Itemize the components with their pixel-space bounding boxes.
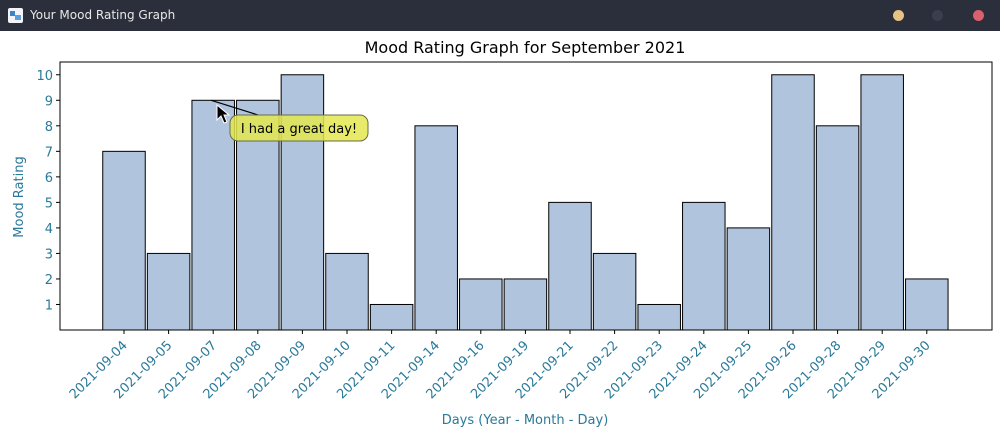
bar-2021-09-05	[146, 252, 191, 331]
y-axis-label: Mood Rating	[12, 156, 27, 237]
minimize-button[interactable]	[893, 10, 904, 21]
bar-2021-09-22	[592, 252, 637, 331]
chart-title: Mood Rating Graph for September 2021	[365, 38, 686, 57]
bar-2021-09-16	[459, 278, 503, 331]
app-chart-icon	[8, 8, 23, 23]
title-bar: Your Mood Rating Graph	[0, 0, 1000, 31]
maximize-button[interactable]	[932, 10, 943, 21]
bar-2021-09-11	[369, 303, 414, 331]
bar-2021-09-19	[503, 278, 548, 331]
bar-2021-09-07	[191, 99, 235, 331]
annotation-arrow	[211, 99, 259, 116]
y-tick-label: 8	[45, 120, 53, 135]
bar-2021-09-28	[815, 125, 860, 331]
y-tick-label: 7	[45, 145, 53, 160]
y-tick-label: 10	[36, 69, 53, 84]
y-tick-label: 4	[45, 222, 53, 237]
mouse-cursor-icon	[216, 103, 231, 124]
bar-2021-09-09	[280, 74, 325, 331]
annotation-box	[229, 114, 369, 142]
annotation-text: I had a great day!	[241, 122, 357, 137]
bar-2021-09-24	[682, 201, 726, 331]
y-tick-label: 3	[45, 247, 53, 262]
y-tick-label: 1	[45, 298, 53, 313]
close-button[interactable]	[973, 10, 984, 21]
window-title: Your Mood Rating Graph	[30, 8, 176, 22]
x-axis-label: Days (Year - Month - Day)	[442, 413, 609, 428]
bar-2021-09-29	[860, 74, 904, 331]
bar-2021-09-25	[726, 227, 771, 331]
y-tick-label: 6	[45, 171, 53, 186]
bar-2021-09-26	[771, 74, 815, 331]
y-tick-label: 9	[45, 94, 53, 109]
bar-2021-09-21	[548, 201, 592, 331]
bar-2021-09-10	[325, 252, 369, 331]
bar-2021-09-30	[905, 278, 949, 331]
mood-rating-chart: Mood Rating Graph for September 2021 1 2 3…	[12, 38, 993, 428]
bar-2021-09-04	[102, 150, 146, 331]
bar-2021-09-23	[637, 303, 681, 331]
y-tick-label: 5	[45, 196, 53, 211]
bar-2021-09-14	[414, 125, 458, 331]
y-tick-label: 2	[45, 273, 53, 288]
